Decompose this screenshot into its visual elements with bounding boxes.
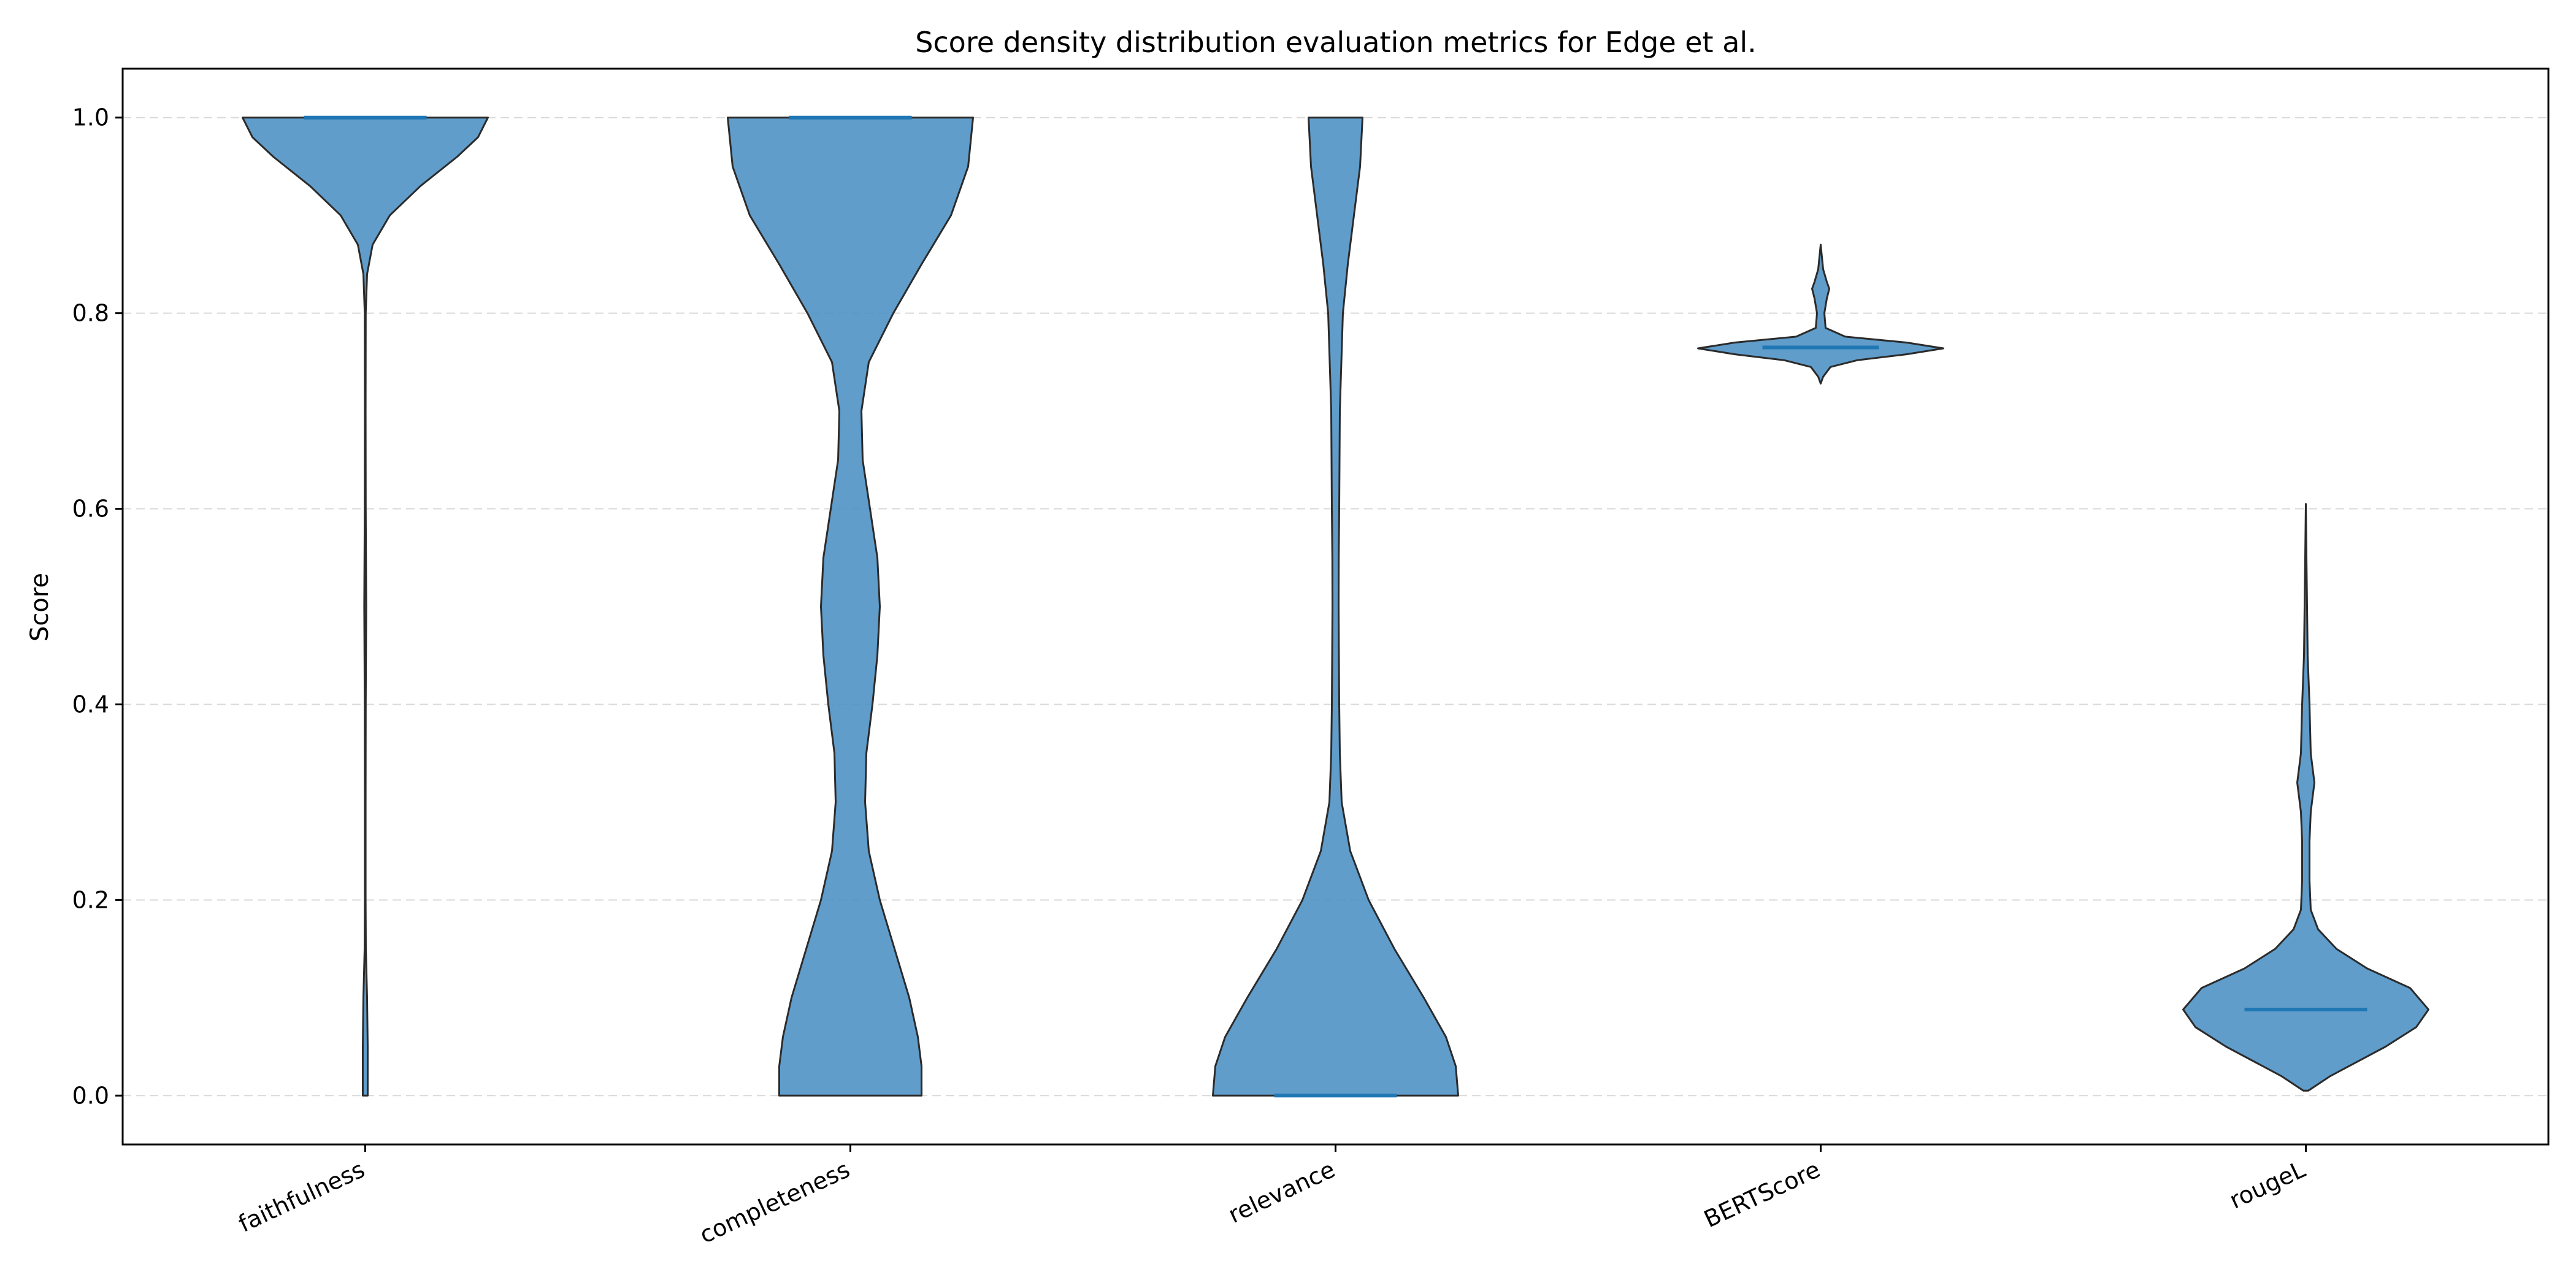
y-axis-ticks: 0.0 0.2 0.4 0.6 0.8 1.0 [72,104,123,1109]
y-tick-label: 1.0 [72,104,109,131]
violin-bertscore [1697,243,1944,385]
medians [304,115,2367,1098]
y-tick-label: 0.8 [72,300,109,327]
y-tick-label: 0.4 [72,691,109,718]
violin-relevance [1212,117,1459,1097]
y-axis-label: Score [26,573,54,642]
y-tick-label: 0.6 [72,496,109,523]
violin-completeness [727,117,974,1097]
violins [242,117,2429,1097]
violin-rougel [2182,503,2429,1092]
violin-faithfulness [242,117,489,1097]
y-tick-label: 0.2 [72,886,109,913]
y-tick-label: 0.0 [72,1082,109,1109]
chart-title: Score density distribution evaluation me… [915,26,1757,59]
